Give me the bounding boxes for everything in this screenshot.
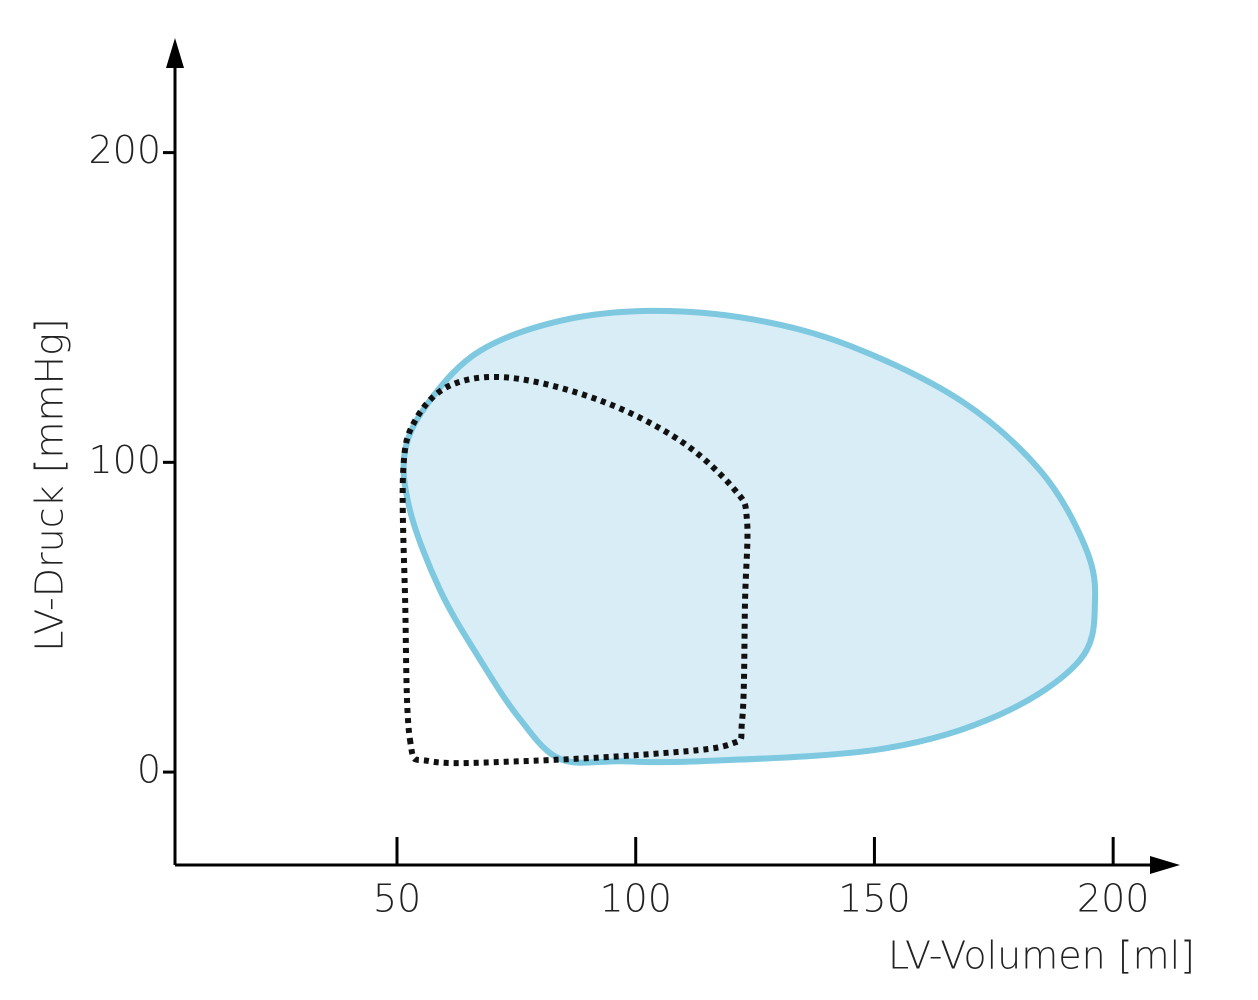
x-axis-arrow: [1150, 856, 1180, 874]
y-tick-label: 200: [88, 128, 161, 172]
x-tick-label: 100: [599, 877, 672, 921]
x-tick-label: 150: [838, 877, 911, 921]
x-tick-label: 50: [373, 877, 421, 921]
y-axis-label: LV-Druck [mmHg]: [28, 318, 72, 651]
y-tick-label: 0: [137, 748, 161, 792]
x-tick-label: 200: [1077, 877, 1150, 921]
y-axis-arrow: [166, 38, 184, 68]
dotted-loop: [399, 373, 751, 767]
y-tick-label: 100: [88, 438, 161, 482]
x-axis-label: LV-Volumen [ml]: [888, 934, 1195, 978]
